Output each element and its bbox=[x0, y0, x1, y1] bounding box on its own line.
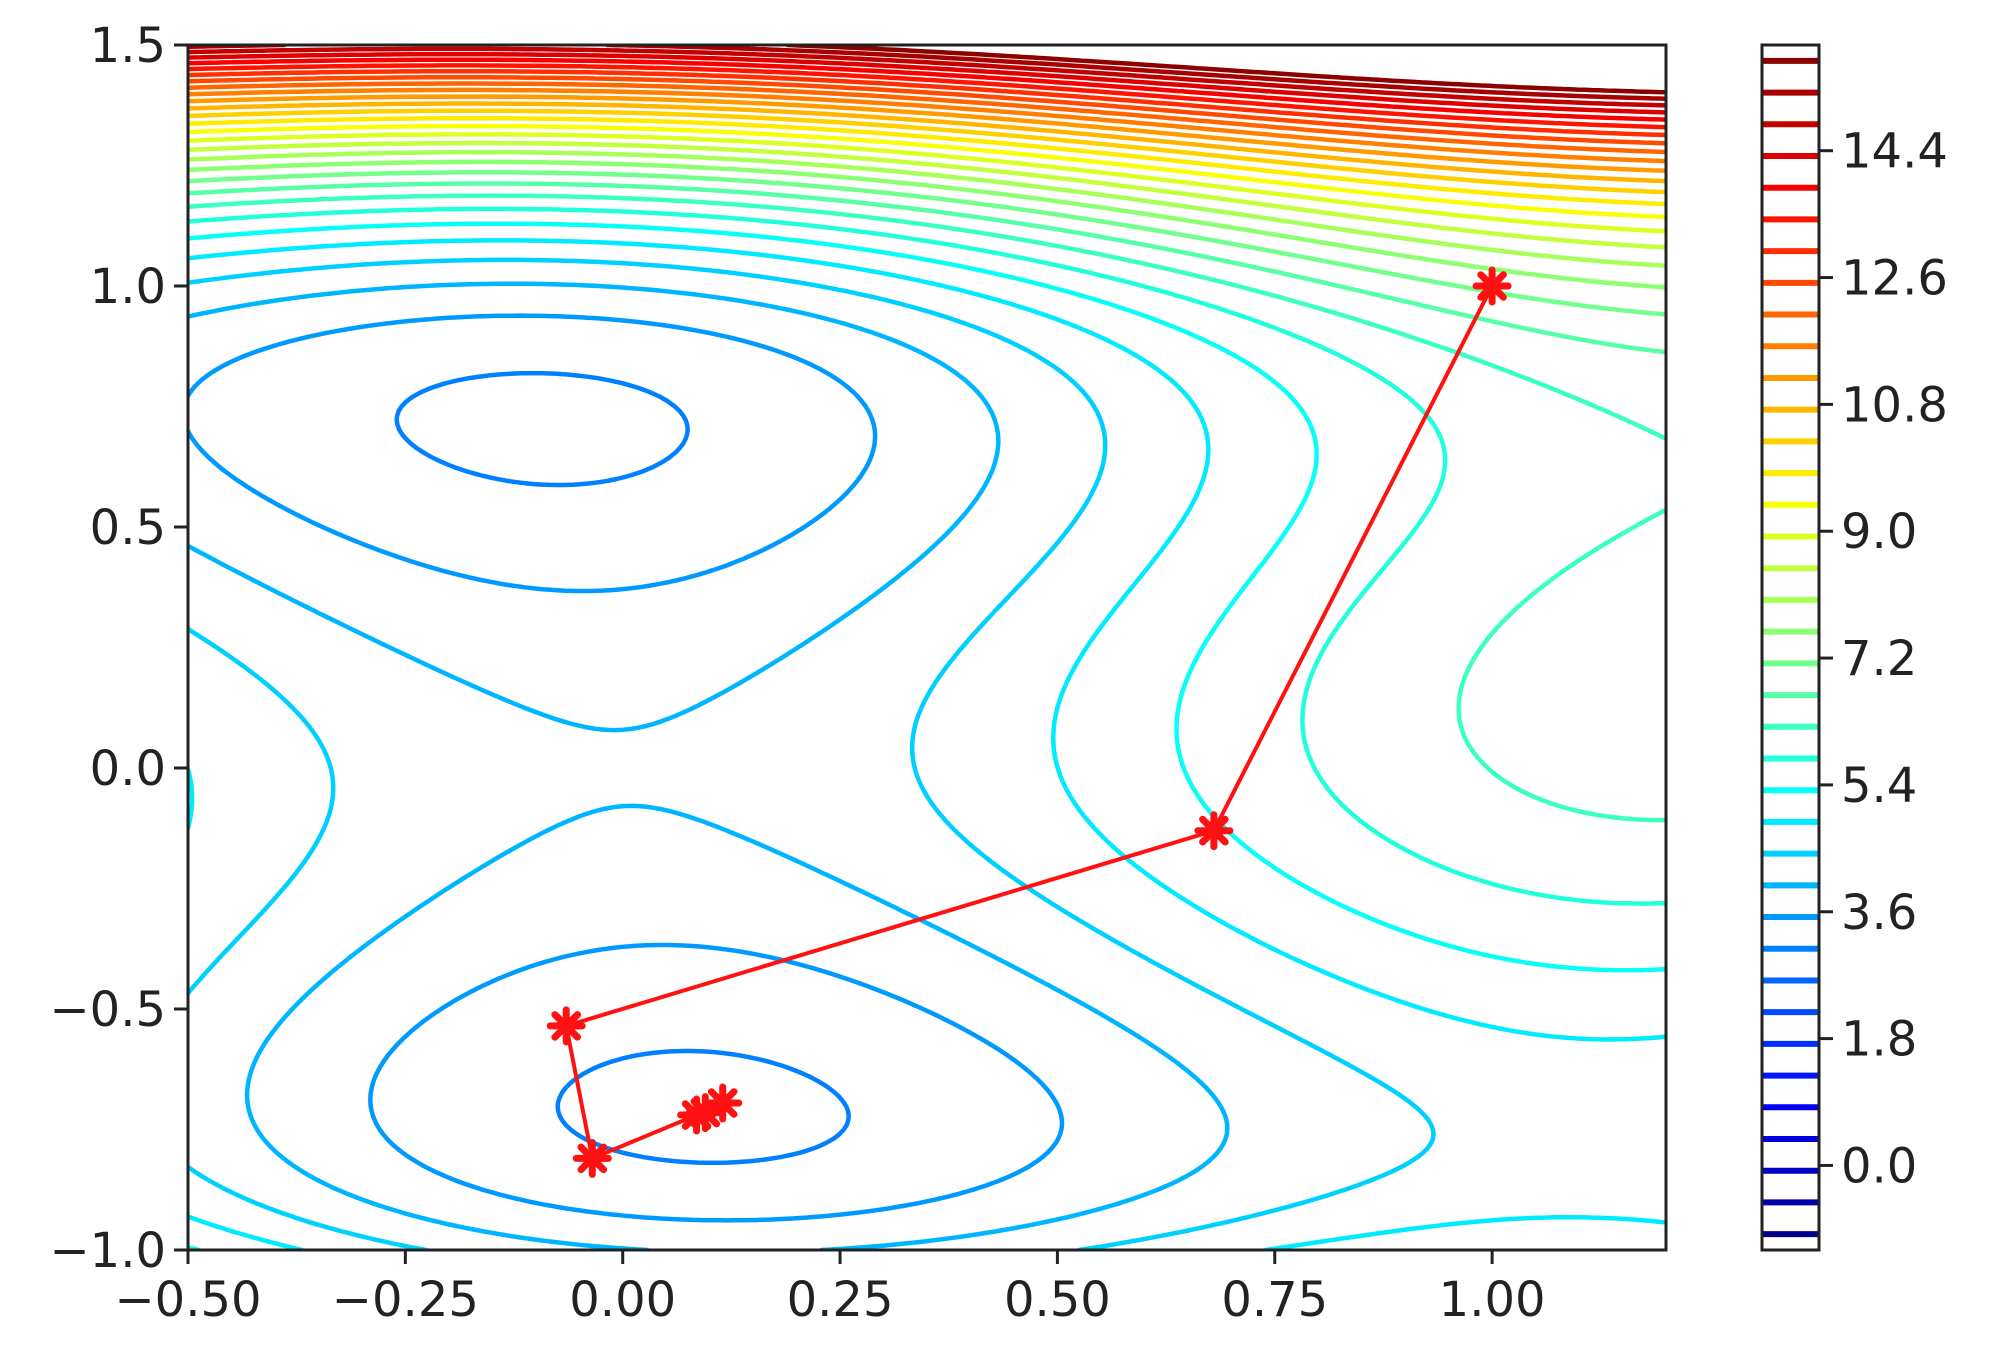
contour-level-35 bbox=[188, 46, 1666, 108]
contour-level-22 bbox=[188, 132, 1666, 234]
contour-level-33 bbox=[188, 57, 1666, 122]
colorbar-tick-label-3: 5.4 bbox=[1841, 758, 1917, 814]
y-axis: −1.0 −0.5 0.0 0.5 1.0 1.5 bbox=[49, 18, 188, 1279]
contour-level-10 bbox=[188, 313, 1065, 1223]
y-tick-label-1: −0.5 bbox=[49, 982, 166, 1038]
colorbar-tick-label-6: 10.8 bbox=[1841, 377, 1948, 433]
contour-level-15 bbox=[188, 206, 1666, 906]
colorbar-ticks: 0.0 1.8 3.6 5.4 7.2 9.0 10.8 12.6 14.4 bbox=[1819, 124, 1948, 1194]
contour-level-27 bbox=[188, 94, 1666, 174]
y-tick-label-0: −1.0 bbox=[49, 1223, 166, 1279]
optimizer-path bbox=[546, 266, 1512, 1178]
contour-level-16 bbox=[188, 193, 1666, 823]
x-tick-label-0: −0.50 bbox=[114, 1272, 261, 1328]
contour-level-11 bbox=[188, 281, 1230, 1250]
x-tick-label-2: 0.00 bbox=[569, 1272, 676, 1328]
colorbar-levels bbox=[1762, 57, 1819, 1238]
y-tick-label-3: 0.5 bbox=[90, 500, 166, 556]
x-tick-label-1: −0.25 bbox=[332, 1272, 479, 1328]
plot-frame bbox=[186, 43, 1668, 1252]
x-axis: −0.50 −0.25 0.00 0.25 0.50 0.75 1.00 bbox=[114, 1250, 1546, 1328]
contour-level-20 bbox=[188, 149, 1666, 268]
contour-level-17 bbox=[188, 181, 1666, 355]
colorbar-tick-label-2: 3.6 bbox=[1841, 885, 1917, 941]
x-tick-label-5: 0.75 bbox=[1221, 1272, 1328, 1328]
y-tick-label-5: 1.5 bbox=[90, 18, 166, 74]
contour-level-9 bbox=[394, 370, 851, 1166]
contour-lines bbox=[188, 45, 1666, 1250]
contour-level-12 bbox=[188, 257, 1436, 1250]
contour-level-13 bbox=[188, 238, 1666, 1250]
contour-level-24 bbox=[188, 116, 1666, 207]
path-marker-0 bbox=[1472, 266, 1512, 306]
path-marker-5 bbox=[685, 1093, 725, 1133]
colorbar-tick-label-4: 7.2 bbox=[1841, 631, 1917, 687]
contour-level-28 bbox=[188, 87, 1666, 164]
contour-level-26 bbox=[188, 101, 1666, 184]
path-marker-3 bbox=[572, 1138, 612, 1178]
colorbar-tick-label-8: 14.4 bbox=[1841, 124, 1948, 180]
path-marker-2 bbox=[546, 1006, 586, 1046]
x-tick-label-6: 1.00 bbox=[1439, 1272, 1546, 1328]
path-marker-6 bbox=[703, 1083, 743, 1123]
contour-level-32 bbox=[188, 63, 1666, 130]
colorbar-frame bbox=[1760, 43, 1821, 1252]
y-tick-label-4: 1.0 bbox=[90, 259, 166, 315]
path-line bbox=[563, 285, 1494, 1162]
contour-level-21 bbox=[188, 140, 1666, 250]
contour-level-19 bbox=[188, 159, 1666, 290]
contour-level-31 bbox=[188, 69, 1666, 138]
x-tick-label-4: 0.50 bbox=[1004, 1272, 1111, 1328]
contour-level-25 bbox=[188, 108, 1666, 195]
colorbar-tick-label-0: 0.0 bbox=[1841, 1138, 1917, 1194]
contour-level-30 bbox=[188, 75, 1666, 146]
colorbar-tick-label-7: 12.6 bbox=[1841, 251, 1948, 307]
colorbar: 0.0 1.8 3.6 5.4 7.2 9.0 10.8 12.6 14.4 bbox=[1760, 43, 1948, 1252]
contour-level-34 bbox=[188, 51, 1666, 115]
x-tick-label-3: 0.25 bbox=[787, 1272, 894, 1328]
contour-level-29 bbox=[188, 81, 1666, 155]
colorbar-tick-label-5: 9.0 bbox=[1841, 504, 1917, 560]
contour-level-23 bbox=[188, 123, 1666, 220]
path-marker-1 bbox=[1194, 811, 1234, 851]
y-tick-label-2: 0.0 bbox=[90, 741, 166, 797]
colorbar-tick-label-1: 1.8 bbox=[1841, 1012, 1917, 1068]
